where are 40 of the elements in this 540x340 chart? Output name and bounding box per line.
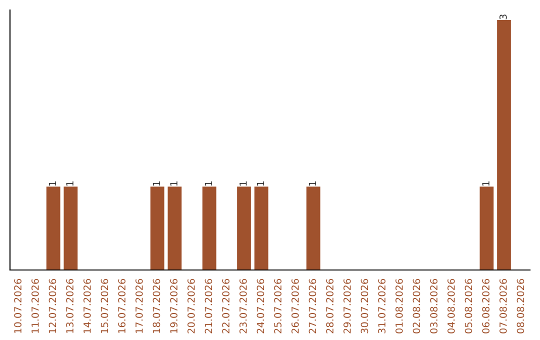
x-tick-label: 29.07.2026 [343, 278, 351, 334]
data-label: 1 [240, 181, 247, 186]
x-tick-label: 19.07.2026 [170, 278, 178, 333]
x-tick-label: 23.07.2026 [239, 278, 247, 334]
x-tick-label: 04.08.2026 [447, 278, 455, 334]
x-tick-label: 01.08.2026 [395, 278, 403, 334]
x-tick-label: 05.08.2026 [464, 278, 472, 334]
x-tick-label: 08.08.2026 [516, 278, 524, 334]
x-tick-label: 31.07.2026 [378, 278, 386, 334]
x-tick-label: 26.07.2026 [291, 278, 299, 334]
x-tick-label: 16.07.2026 [118, 278, 126, 333]
x-tick-label: 11.07.2026 [31, 278, 39, 333]
x-tick-label: 18.07.2026 [152, 278, 160, 333]
x-tick-label: 15.07.2026 [100, 278, 108, 333]
x-tick-label: 03.08.2026 [430, 278, 438, 334]
x-tick-label: 24.07.2026 [256, 278, 264, 334]
x-tick-label: 02.08.2026 [412, 278, 420, 334]
data-label: 1 [66, 181, 74, 186]
x-tick-label: 13.07.2026 [66, 278, 74, 333]
x-tick-label: 07.08.2026 [499, 278, 507, 334]
data-label: 1 [170, 181, 178, 186]
x-tick-label: 28.07.2026 [326, 278, 334, 334]
x-tick-label: 20.07.2026 [187, 278, 195, 334]
x-tick-label: 06.08.2026 [482, 278, 490, 334]
x-tick-label: 27.07.2026 [308, 278, 316, 334]
data-label: 1 [152, 181, 160, 186]
data-label: 3 [499, 14, 507, 20]
x-tick-label: 21.07.2026 [204, 278, 212, 334]
data-label: 1 [256, 181, 264, 186]
data-label: 1 [308, 181, 316, 186]
data-label: 1 [204, 181, 212, 186]
x-tick-label: 25.07.2026 [274, 278, 282, 334]
x-tick-label: 10.07.2026 [14, 278, 22, 333]
x-tick-label: 17.07.2026 [135, 278, 143, 333]
x-tick-label: 22.07.2026 [222, 278, 230, 334]
x-tick-label: 14.07.2026 [83, 278, 91, 333]
data-label: 1 [48, 181, 56, 186]
data-label: 1 [482, 181, 490, 186]
x-tick-label: 30.07.2026 [360, 278, 368, 334]
x-tick-label: 12.07.2026 [48, 278, 56, 333]
